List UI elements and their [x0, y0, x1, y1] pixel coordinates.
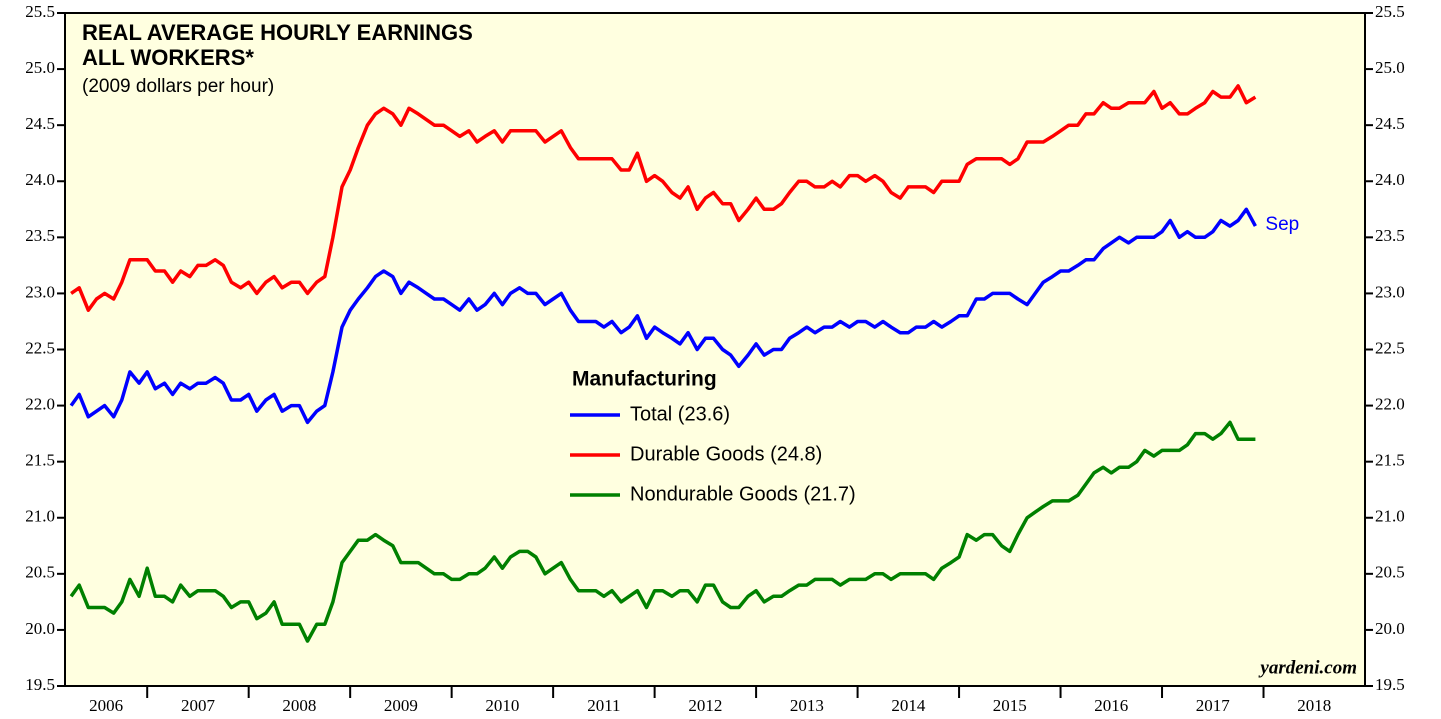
chart-subtitle: (2009 dollars per hour) [82, 76, 274, 97]
plot-area [65, 13, 1365, 686]
y-tick-label: 24.0 [25, 170, 55, 189]
y-tick-label: 22.5 [1375, 338, 1405, 357]
y-tick-label: 20.5 [1375, 563, 1405, 582]
annotation: Sep [1265, 214, 1299, 235]
x-tick-label: 2014 [891, 696, 926, 715]
x-tick-label: 2011 [587, 696, 620, 715]
y-tick-label: 22.5 [25, 338, 55, 357]
y-tick-label: 23.0 [1375, 282, 1405, 301]
legend-label: Durable Goods (24.8) [630, 443, 822, 465]
x-tick-label: 2017 [1196, 696, 1231, 715]
x-tick-label: 2009 [384, 696, 418, 715]
y-tick-label: 21.0 [1375, 507, 1405, 526]
series-line [69, 420, 1256, 643]
y-tick-label: 21.5 [1375, 451, 1405, 470]
legend-title: Manufacturing [572, 368, 717, 391]
y-tick-label: 24.5 [25, 114, 55, 133]
y-tick-label: 25.5 [1375, 2, 1405, 21]
y-tick-label: 21.0 [25, 507, 55, 526]
y-tick-label: 23.5 [1375, 226, 1405, 245]
y-tick-label: 20.0 [1375, 619, 1405, 638]
series-group [69, 84, 1257, 643]
chart-title: ALL WORKERS* [82, 45, 254, 70]
y-tick-label: 22.0 [1375, 394, 1405, 413]
y-tick-label: 19.5 [25, 675, 55, 694]
y-tick-label: 20.5 [25, 563, 55, 582]
x-tick-label: 2013 [790, 696, 824, 715]
x-tick-label: 2018 [1297, 696, 1331, 715]
x-tick-label: 2015 [993, 696, 1027, 715]
source: yardeni.com [1258, 657, 1357, 678]
y-tick-label: 24.0 [1375, 170, 1405, 189]
y-tick-label: 20.0 [25, 619, 55, 638]
y-tick-label: 25.0 [1375, 58, 1405, 77]
y-tick-label: 25.5 [25, 2, 55, 21]
x-tick-label: 2012 [688, 696, 722, 715]
y-tick-label: 23.0 [25, 282, 55, 301]
x-tick-label: 2016 [1094, 696, 1128, 715]
x-tick-label: 2010 [485, 696, 519, 715]
x-tick-label: 2007 [181, 696, 216, 715]
series-line [69, 207, 1257, 425]
y-tick-label: 19.5 [1375, 675, 1405, 694]
x-tick-label: 2006 [89, 696, 123, 715]
chart-title: REAL AVERAGE HOURLY EARNINGS [82, 20, 473, 45]
y-tick-label: 24.5 [1375, 114, 1405, 133]
series-line [70, 84, 1257, 312]
legend-label: Nondurable Goods (21.7) [630, 483, 856, 505]
legend-label: Total (23.6) [630, 403, 730, 425]
x-tick-label: 2008 [282, 696, 316, 715]
y-tick-label: 22.0 [25, 394, 55, 413]
y-tick-label: 23.5 [25, 226, 55, 245]
y-tick-label: 25.0 [25, 58, 55, 77]
y-tick-label: 21.5 [25, 451, 55, 470]
